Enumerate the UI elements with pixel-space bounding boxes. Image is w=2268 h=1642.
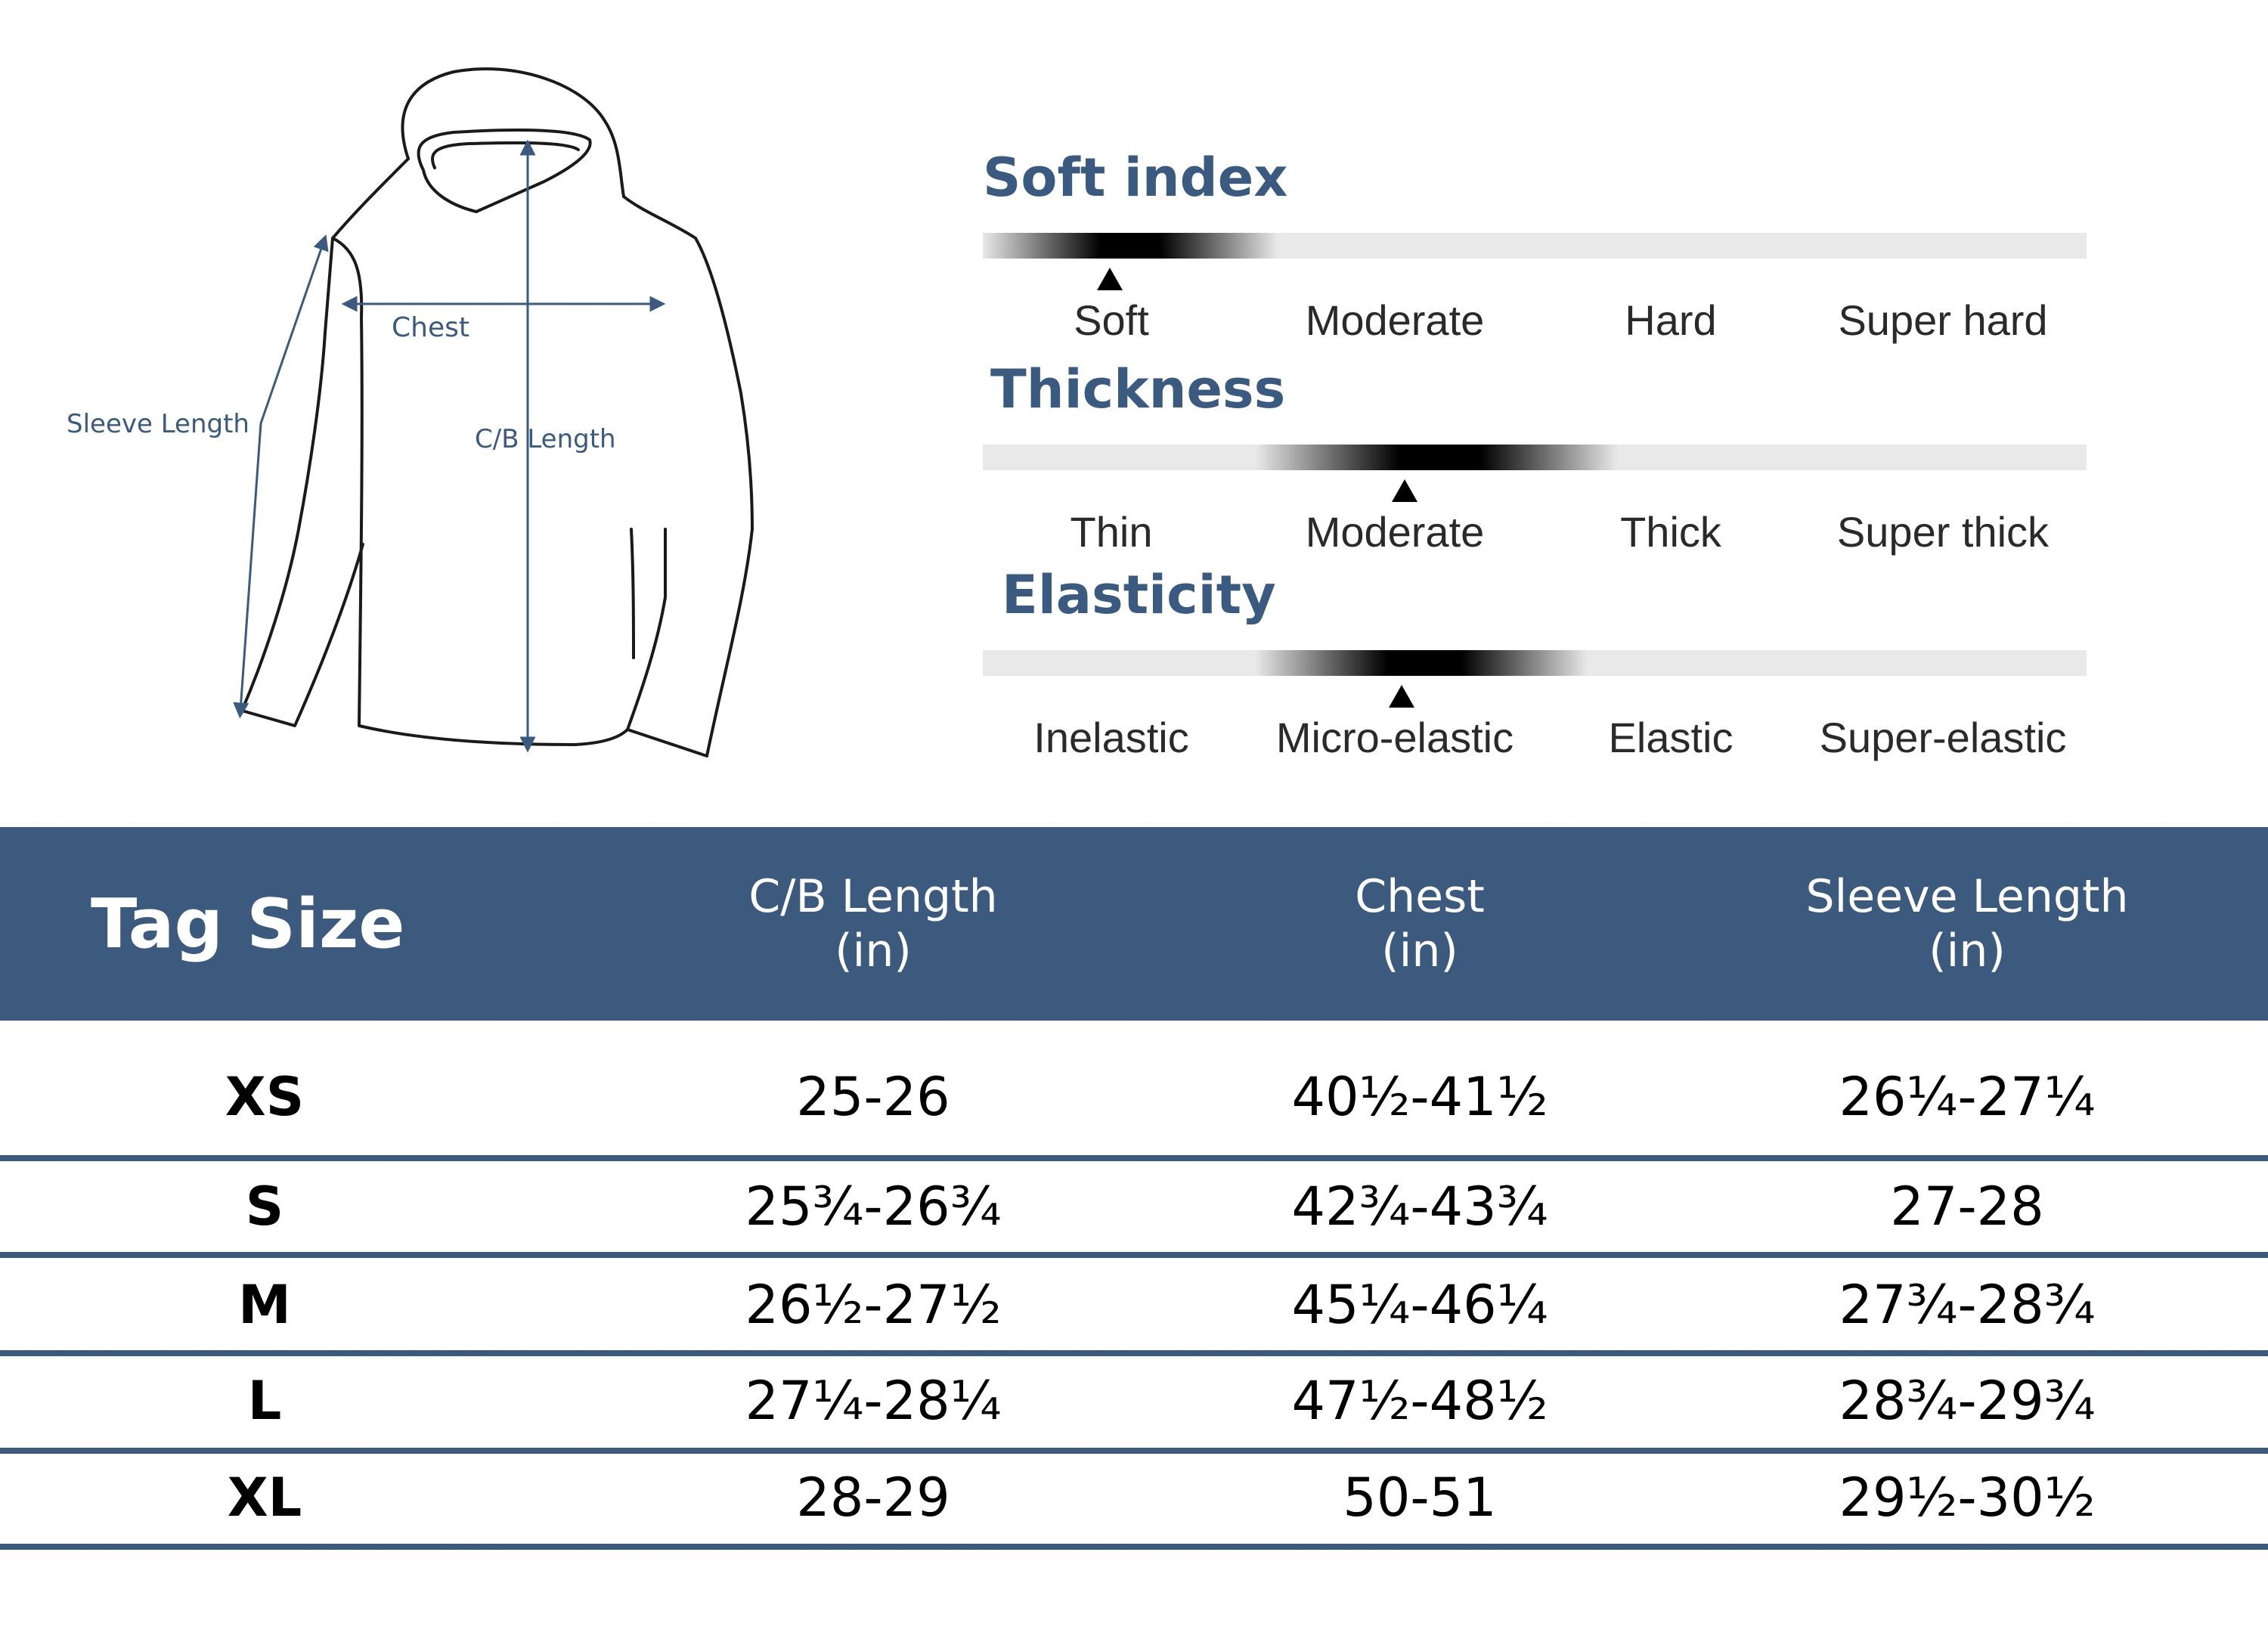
index-option: Super-elastic — [1819, 714, 2067, 761]
index-option: Micro-elastic — [1275, 714, 1514, 761]
cb-length-label: C/B Length — [475, 424, 616, 454]
header-sleeve-length-title: Sleeve Length — [1805, 870, 2129, 923]
hoodie-outline — [240, 67, 754, 757]
chest-cell: 42¾-43¾ — [1291, 1176, 1548, 1238]
cb-length-cell: 27¼-28¼ — [745, 1370, 1002, 1432]
index-option: Thin — [1070, 508, 1153, 556]
index-bar-track — [983, 233, 2087, 259]
cb-length-cell: 25¾-26¾ — [745, 1176, 1002, 1238]
size-cell: XL — [227, 1467, 302, 1529]
header-sleeve-length: Sleeve Length (in) — [1703, 827, 2232, 1021]
sleeve-length-measure-line — [233, 234, 329, 719]
index-bar-highlight — [1255, 445, 1618, 470]
header-cb-length: C/B Length (in) — [609, 827, 1138, 1021]
size-cell: S — [245, 1176, 284, 1238]
header-cb-length-unit: (in) — [835, 925, 912, 977]
header-chest-title: Chest — [1355, 870, 1485, 923]
thickness-index-block: Thickness Thin Moderate Thick Super thic… — [975, 363, 2087, 567]
soft-index-block: Soft index Soft Moderate Hard Super hard — [975, 151, 2087, 355]
row-divider — [0, 1252, 2268, 1258]
chest-cell: 47½-48½ — [1291, 1370, 1548, 1432]
header-sleeve-length-unit: (in) — [1929, 925, 2006, 977]
sleeve-length-label: Sleeve Length — [67, 409, 249, 439]
index-option: Inelastic — [1033, 714, 1189, 761]
header-chest-unit: (in) — [1381, 925, 1458, 977]
header-cb-length-title: C/B Length — [748, 870, 998, 923]
sleeve-length-cell: 27-28 — [1890, 1176, 2044, 1238]
index-bar-track — [983, 445, 2087, 470]
index-title: Elasticity — [1002, 564, 1276, 626]
chest-cell: 50-51 — [1343, 1467, 1497, 1529]
index-bar-highlight — [1255, 650, 1588, 676]
index-option: Elastic — [1608, 714, 1734, 761]
cb-length-cell: 25-26 — [796, 1066, 950, 1128]
index-title: Soft index — [983, 147, 1288, 209]
hoodie-measurement-diagram: Chest C/B Length Sleeve Length — [0, 0, 907, 801]
header-tag-size: Tag Size — [91, 884, 405, 964]
index-option: Hard — [1625, 296, 1717, 344]
sleeve-length-cell: 29½-30½ — [1839, 1467, 2096, 1529]
index-option: Moderate — [1305, 296, 1485, 344]
index-title: Thickness — [990, 358, 1286, 420]
size-cell: M — [238, 1274, 291, 1336]
index-bar-track — [983, 650, 2087, 676]
index-marker-icon — [1392, 479, 1418, 502]
fabric-index-panel: Soft index Soft Moderate Hard Super hard… — [975, 151, 2109, 779]
header-chest: Chest (in) — [1155, 827, 1684, 1021]
index-option: Super thick — [1836, 508, 2050, 556]
row-divider — [0, 1448, 2268, 1454]
index-option: Super hard — [1838, 296, 2048, 344]
chest-cell: 45¼-46¼ — [1291, 1274, 1548, 1336]
chest-cell: 40½-41½ — [1291, 1066, 1548, 1128]
row-divider — [0, 1544, 2268, 1550]
cb-length-cell: 26½-27½ — [745, 1274, 1002, 1336]
elasticity-index-block: Elasticity Inelastic Micro-elastic Elast… — [975, 569, 2087, 773]
size-cell: L — [247, 1370, 282, 1432]
size-cell: XS — [225, 1066, 305, 1128]
index-option: Thick — [1620, 508, 1721, 556]
row-divider — [0, 1350, 2268, 1356]
index-option: Soft — [1074, 296, 1149, 344]
size-table-header: Tag Size C/B Length (in) Chest (in) Slee… — [0, 827, 2268, 1021]
hoodie-illustration: Chest C/B Length Sleeve Length — [67, 67, 754, 757]
index-option: Moderate — [1305, 508, 1485, 556]
chest-label: Chest — [392, 312, 469, 343]
index-marker-icon — [1389, 685, 1414, 708]
index-bar-highlight — [983, 233, 1278, 259]
row-divider — [0, 1155, 2268, 1161]
index-marker-icon — [1097, 268, 1123, 290]
cb-length-cell: 28-29 — [796, 1467, 950, 1529]
sleeve-length-cell: 26¼-27¼ — [1839, 1066, 2096, 1128]
sleeve-length-cell: 27¾-28¾ — [1839, 1274, 2096, 1336]
sleeve-length-cell: 28¾-29¾ — [1839, 1370, 2096, 1432]
